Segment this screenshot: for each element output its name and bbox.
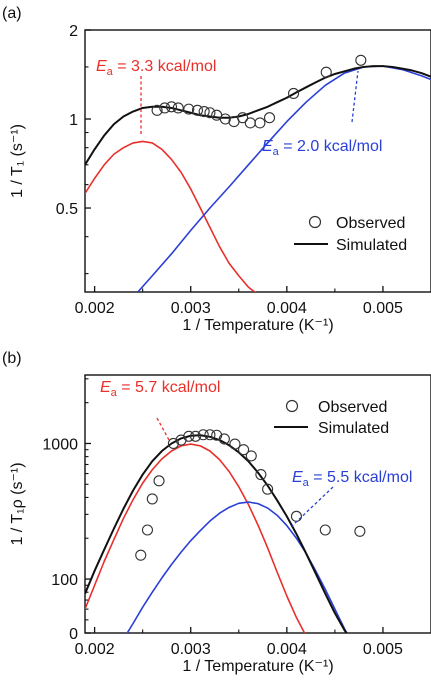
panel-b-legend-observed-label: Observed xyxy=(318,399,387,416)
observed-point xyxy=(189,430,202,442)
panel-a: (a) 0.002 0.003 0.004 0.005 0.5 1 2 Ea = 3.3 … xyxy=(2,5,431,334)
panel-a-legend-observed-label: Observed xyxy=(336,215,405,232)
observed-point xyxy=(255,468,267,481)
panel-b-legend-simulated-label: Simulated xyxy=(318,420,389,437)
panel-a-observed-points xyxy=(151,54,367,129)
observed-point xyxy=(165,101,178,113)
y-tick-label: 2 xyxy=(69,23,78,40)
observed-point xyxy=(183,103,195,115)
x-tick-label: 0.005 xyxy=(363,641,403,658)
panel-b-x-ticks: 0.002 0.003 0.004 0.005 xyxy=(75,627,403,658)
x-tick-label: 0.002 xyxy=(75,300,115,317)
observed-point xyxy=(319,524,331,536)
y-tick-label: 0 xyxy=(69,626,78,643)
observed-point xyxy=(355,54,367,66)
panel-a-x-axis-title: 1 / Temperature (K⁻¹) xyxy=(182,317,333,334)
x-tick-label: 0.005 xyxy=(363,300,403,317)
panel-b-fast-leader xyxy=(156,417,170,441)
observed-point xyxy=(183,430,195,442)
observed-point xyxy=(290,510,302,522)
observed-point xyxy=(245,450,257,462)
observed-point xyxy=(229,438,241,450)
y-tick-label: 100 xyxy=(51,572,78,589)
panel-a-frame xyxy=(84,29,431,293)
observed-point xyxy=(153,475,165,487)
x-tick-label: 0.003 xyxy=(171,641,211,658)
observed-point xyxy=(146,493,158,505)
observed-point xyxy=(151,104,163,116)
panel-a-y-ticks: 0.5 1 2 xyxy=(56,23,91,275)
panel-b-y-axis-title: 1 / T₁ρ (s⁻¹) xyxy=(9,462,26,545)
observed-point xyxy=(244,117,256,129)
panel-a-slow-leader xyxy=(351,70,359,123)
panel-b-fast-component-curve xyxy=(85,443,306,633)
observed-point xyxy=(237,112,249,124)
panel-a-simulated-curve xyxy=(85,65,431,166)
panel-b-legend-observed-marker xyxy=(285,399,299,413)
panel-b-x-axis-title: 1 / Temperature (K⁻¹) xyxy=(182,658,333,675)
observed-point xyxy=(263,112,276,124)
observed-point xyxy=(238,444,250,456)
panel-a-slow-annotation: Ea = 2.0 kcal/mol xyxy=(262,138,382,158)
panel-b-fast-annotation: Ea = 5.7 kcal/mol xyxy=(100,379,220,399)
panel-a-y-axis-title: 1 / T₁ (s⁻¹) xyxy=(9,124,26,198)
observed-point xyxy=(167,437,179,450)
observed-point xyxy=(320,66,332,78)
panel-b-slow-component-curve xyxy=(126,501,348,633)
observed-point xyxy=(254,117,266,129)
panel-b-slow-annotation: Ea = 5.5 kcal/mol xyxy=(292,469,412,489)
observed-point xyxy=(172,102,184,114)
observed-point xyxy=(204,107,216,119)
observed-point xyxy=(354,525,366,537)
panel-b-frame xyxy=(84,374,431,634)
panel-a-slow-component-curve xyxy=(137,65,431,292)
x-tick-label: 0.003 xyxy=(171,300,211,317)
observed-point xyxy=(135,549,147,561)
panel-b-observed-points xyxy=(135,429,366,561)
observed-point xyxy=(159,102,171,114)
observed-point xyxy=(204,429,216,441)
observed-point xyxy=(218,433,230,445)
y-tick-label: 0.5 xyxy=(56,201,78,218)
observed-point xyxy=(262,483,274,495)
panel-a-fast-component-curve xyxy=(85,140,257,292)
panel-b: (b) 0.002 0.003 0.004 0.005 0 100 1000 Ea = 5… xyxy=(2,350,431,675)
y-tick-label: 1 xyxy=(69,112,78,129)
panel-b-simulated-curve xyxy=(85,434,348,633)
observed-point xyxy=(197,429,209,441)
panel-a-legend-observed-marker xyxy=(308,215,322,229)
panel-a-legend: Observed Simulated xyxy=(294,215,407,254)
panel-b-legend: Observed Simulated xyxy=(274,399,389,437)
panel-b-slow-leader xyxy=(291,486,334,527)
panel-a-fast-annotation: Ea = 3.3 kcal/mol xyxy=(96,58,216,78)
panel-b-label: (b) xyxy=(2,350,22,367)
panel-b-y-ticks: 0 100 1000 xyxy=(42,378,91,643)
panel-a-x-ticks: 0.002 0.003 0.004 0.005 xyxy=(75,286,403,317)
panel-a-label: (a) xyxy=(2,5,22,22)
observed-point xyxy=(191,104,203,116)
x-tick-label: 0.004 xyxy=(267,300,307,317)
panel-a-legend-simulated-label: Simulated xyxy=(336,237,407,254)
x-tick-label: 0.004 xyxy=(267,641,307,658)
x-tick-label: 0.002 xyxy=(75,641,115,658)
observed-point xyxy=(288,87,300,100)
y-tick-label: 1000 xyxy=(42,436,78,453)
observed-point xyxy=(141,524,154,536)
observed-point xyxy=(198,105,210,118)
